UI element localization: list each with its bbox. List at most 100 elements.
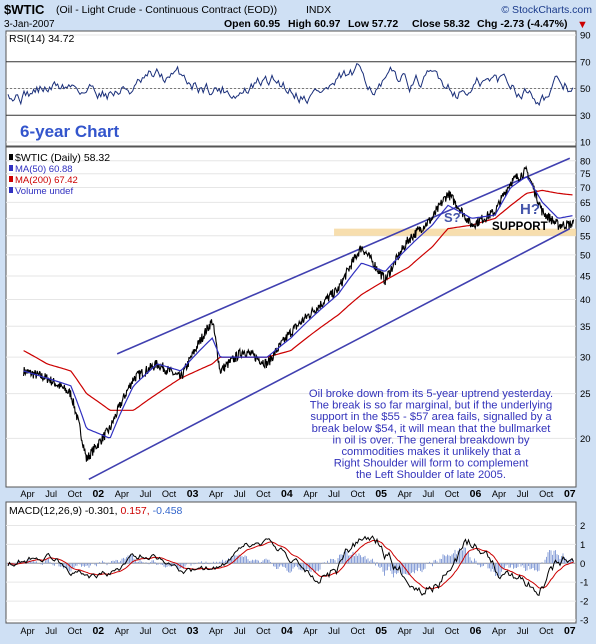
x-axis-year-label: 02	[92, 625, 104, 637]
note-line: in oil is over. The general breakdown by	[333, 434, 530, 446]
ma50-line	[23, 176, 573, 439]
support-band	[334, 228, 576, 236]
x-axis-month-label: Oct	[68, 626, 83, 636]
legend-entry: MA(200) 67.42	[15, 175, 78, 186]
x-axis-month-label: Jul	[328, 626, 340, 636]
change-value: Chg -2.73 (-4.47%)	[477, 18, 567, 30]
symbol-title: $WTIC	[4, 2, 45, 17]
head-label: H?	[520, 201, 540, 218]
legend-swatch	[9, 154, 13, 160]
x-axis-month-label: Oct	[68, 489, 83, 499]
price-panel	[5, 146, 577, 488]
histogram-value: -0.458	[153, 505, 183, 517]
down-arrow-icon: ▼	[577, 19, 588, 31]
price-tick-label: 50	[580, 250, 591, 261]
legend-entry: Volume undef	[15, 186, 73, 197]
legend-swatch	[9, 187, 13, 193]
x-axis-month-label: Apr	[398, 626, 412, 636]
x-axis-month-label: Oct	[445, 489, 460, 499]
macd-line	[7, 535, 574, 596]
legend-swatch	[9, 165, 13, 171]
price-tick-label: 70	[580, 183, 591, 194]
price-tick-label: 30	[580, 353, 591, 364]
price-tick-label: 60	[580, 214, 591, 225]
x-axis-month-label: Jul	[234, 626, 246, 636]
x-axis-month-label: Apr	[303, 626, 317, 636]
price-tick-label: 80	[580, 156, 591, 167]
x-axis-month-label: Oct	[256, 489, 271, 499]
note-line: Oil broke down from its 5-year uptrend y…	[309, 388, 553, 400]
macd-tick-label: 1	[580, 540, 585, 551]
x-axis-month-label: Jul	[140, 626, 152, 636]
macd-tick-label: -3	[580, 616, 588, 627]
x-axis-year-label: 04	[281, 488, 293, 500]
note-line: The break is so far marginal, but if the…	[310, 400, 553, 412]
high-value: High 60.97	[288, 18, 341, 30]
macd-value: -0.301,	[85, 505, 118, 517]
rsi-line	[7, 63, 574, 107]
x-axis-month-label: Apr	[492, 626, 506, 636]
x-axis-year-label: 06	[470, 488, 482, 500]
price-tick-label: 25	[580, 389, 591, 400]
x-axis-month-label: Apr	[209, 489, 223, 499]
x-axis-year-label: 07	[564, 488, 576, 500]
price-tick-label: 55	[580, 231, 591, 242]
exchange-label: INDX	[306, 4, 331, 16]
x-axis-month-label: Oct	[539, 626, 554, 636]
macd-tick-label: -2	[580, 597, 588, 608]
support-label: SUPPORT	[492, 221, 548, 233]
price-tick-label: 40	[580, 295, 591, 306]
x-axis-month-label: Oct	[445, 626, 460, 636]
x-axis-month-label: Apr	[209, 626, 223, 636]
x-axis-year-label: 03	[187, 625, 199, 637]
x-axis-month-label: Jul	[422, 626, 434, 636]
x-axis-month-label: Jul	[45, 489, 57, 499]
x-axis-month-label: Oct	[350, 626, 365, 636]
x-axis-month-label: Oct	[162, 489, 177, 499]
close-value: Close 58.32	[412, 18, 470, 30]
x-axis-year-label: 02	[92, 488, 104, 500]
price-tick-label: 35	[580, 322, 591, 333]
note-line: the Left Shoulder of late 2005.	[356, 469, 506, 481]
six-year-chart-label: 6-year Chart	[20, 122, 120, 141]
x-axis-month-label: Oct	[539, 489, 554, 499]
rsi-label: RSI(14) 34.72	[9, 33, 75, 45]
x-axis-month-label: Oct	[162, 626, 177, 636]
x-axis-month-label: Jul	[517, 489, 529, 499]
macd-label: MACD(12,26,9) -0.301, 0.157, -0.458	[9, 505, 183, 517]
x-axis-month-label: Jul	[140, 489, 152, 499]
x-axis-month-label: Apr	[20, 489, 34, 499]
x-axis-year-label: 07	[564, 625, 576, 637]
legend-swatch	[9, 176, 13, 182]
note-line: support in the $55 - $57 area fails, sig…	[310, 411, 552, 423]
x-axis-month-label: Jul	[45, 626, 57, 636]
note-line: break below $54, it will mean that the b…	[312, 423, 552, 435]
channel-lower-line	[88, 227, 571, 480]
copyright-link[interactable]: © StockCharts.com	[501, 4, 592, 16]
note-line: commodities makes it unlikely that a	[341, 446, 521, 458]
open-value: Open 60.95	[224, 18, 280, 30]
rsi-tick-label: 10	[580, 138, 591, 149]
price-tick-label: 75	[580, 169, 591, 180]
shoulder-label: S?	[444, 210, 461, 225]
macd-tick-label: -1	[580, 578, 588, 589]
x-axis-month-label: Jul	[328, 489, 340, 499]
x-axis-month-label: Jul	[234, 489, 246, 499]
signal-value: 0.157,	[121, 505, 150, 517]
rsi-tick-label: 70	[580, 57, 591, 68]
rsi-tick-label: 30	[580, 111, 591, 122]
x-axis-month-label: Apr	[115, 489, 129, 499]
macd-tick-label: 0	[580, 559, 585, 570]
price-tick-label: 20	[580, 434, 591, 445]
x-axis-month-label: Oct	[350, 489, 365, 499]
price-tick-label: 45	[580, 271, 591, 282]
x-axis-month-label: Apr	[20, 626, 34, 636]
rsi-tick-label: 90	[580, 31, 591, 42]
x-axis-month-label: Apr	[398, 489, 412, 499]
legend-entry: $WTIC (Daily) 58.32	[15, 152, 110, 164]
x-axis-month-label: Apr	[115, 626, 129, 636]
price-line	[23, 165, 575, 462]
x-axis-month-label: Apr	[492, 489, 506, 499]
